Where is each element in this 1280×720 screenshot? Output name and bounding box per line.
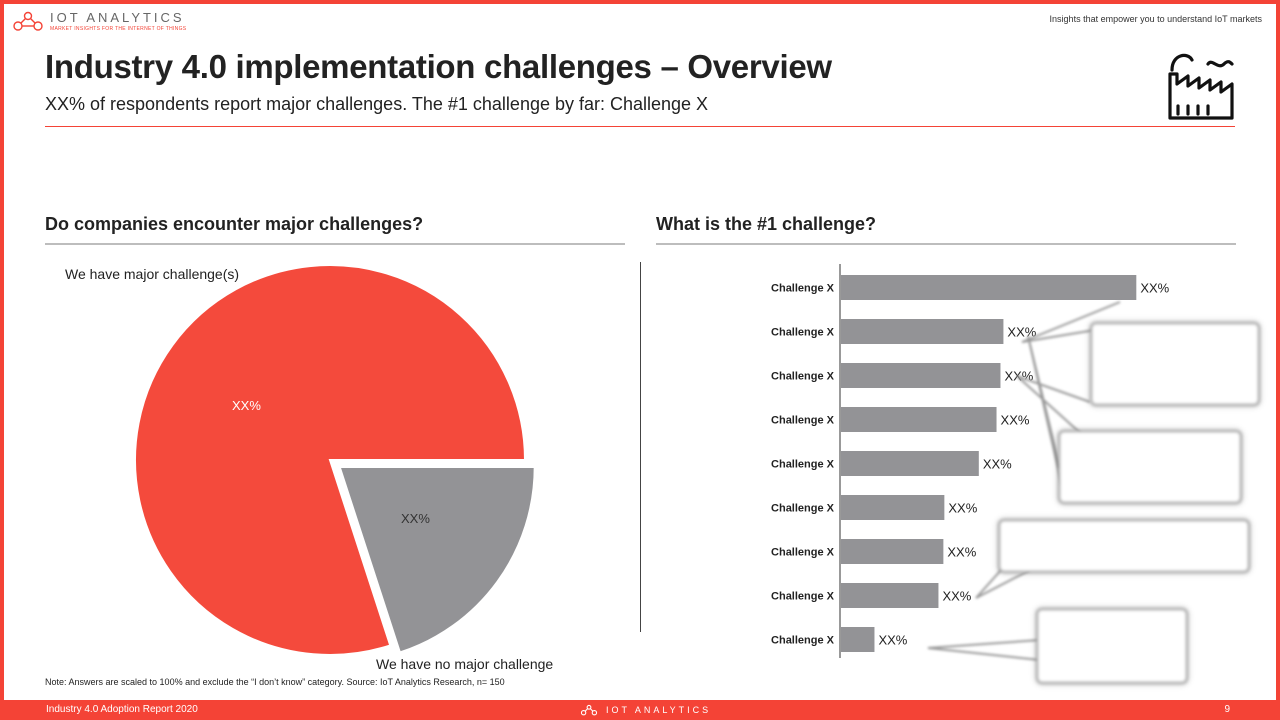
pie-category-label: We have no major challenge	[376, 656, 554, 672]
bar-value-label: XX%	[983, 457, 1012, 472]
pie-slice	[134, 264, 527, 656]
bar-category-label: Challenge X	[771, 283, 835, 295]
pie-category-label: We have major challenge(s)	[65, 266, 240, 282]
right-section-heading: What is the #1 challenge?	[656, 214, 877, 234]
footer-bar: Industry 4.0 Adoption Report 2020 IOT AN…	[0, 700, 1280, 720]
bar	[841, 583, 939, 608]
factory-icon	[1168, 53, 1234, 120]
page-subtitle: XX% of respondents report major challeng…	[45, 94, 709, 114]
bar-category-label: Challenge X	[771, 371, 835, 383]
bar	[841, 495, 945, 520]
iot-analytics-logo: IOT ANALYTICS MARKET INSIGHTS FOR THE IN…	[12, 8, 186, 34]
bar-value-label: XX%	[1001, 413, 1030, 428]
left-section-rule	[45, 243, 625, 245]
bar	[841, 319, 1004, 344]
pie-chart	[134, 264, 536, 656]
right-section-rule	[656, 243, 1236, 245]
header-tagline: Insights that empower you to understand …	[1049, 14, 1262, 24]
footer-logo: IOT ANALYTICS	[578, 703, 711, 717]
bar-value-label: XX%	[1004, 369, 1033, 384]
bar	[841, 363, 1001, 388]
title-rule	[45, 126, 1235, 127]
bar-category-label: Challenge X	[771, 459, 835, 471]
bar-value-label: XX%	[878, 633, 907, 648]
quote-callout	[1036, 608, 1188, 684]
footer-logo-text: IOT ANALYTICS	[606, 705, 712, 715]
bar-value-label: XX%	[1007, 325, 1036, 340]
pie-value-label: XX%	[401, 511, 430, 526]
bar-value-label: XX%	[942, 589, 971, 604]
bar	[841, 451, 979, 476]
bar	[841, 539, 944, 564]
bar-category-label: Challenge X	[771, 327, 835, 339]
chart-note: Note: Answers are scaled to 100% and exc…	[45, 677, 505, 687]
bar-category-label: Challenge X	[771, 415, 835, 427]
pie-slice	[338, 466, 536, 654]
footer-logo-icon	[580, 704, 598, 716]
bar	[841, 275, 1137, 300]
bar-category-label: Challenge X	[771, 591, 835, 603]
footer-report-title: Industry 4.0 Adoption Report 2020	[46, 704, 198, 715]
bar-category-label: Challenge X	[771, 503, 835, 515]
bar-category-label: Challenge X	[771, 547, 835, 559]
bar	[841, 627, 875, 652]
logo-tagline: MARKET INSIGHTS FOR THE INTERNET OF THIN…	[50, 26, 187, 32]
quote-callout	[1058, 430, 1242, 504]
bar-value-label: XX%	[947, 545, 976, 560]
quote-callout	[1090, 322, 1260, 406]
pie-value-label: XX%	[232, 398, 261, 413]
bar-category-label: Challenge X	[771, 635, 835, 647]
page-number: 9	[1224, 704, 1230, 715]
bar-value-label: XX%	[1140, 281, 1169, 296]
section-divider	[640, 262, 641, 632]
bar-value-label: XX%	[948, 501, 977, 516]
logo-name: IOT ANALYTICS	[50, 10, 185, 25]
page-title: Industry 4.0 implementation challenges –…	[45, 48, 832, 85]
logo-network-icon	[13, 11, 43, 31]
bar	[841, 407, 997, 432]
quote-callout	[998, 519, 1250, 573]
left-section-heading: Do companies encounter major challenges?	[45, 214, 424, 234]
